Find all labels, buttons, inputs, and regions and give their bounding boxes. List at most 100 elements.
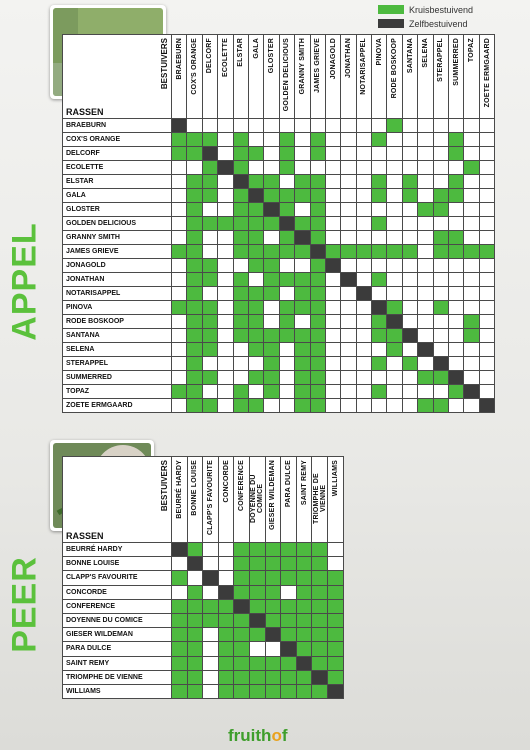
self-pollination-cell bbox=[248, 612, 266, 629]
empty-cell bbox=[324, 160, 342, 175]
empty-cell bbox=[309, 160, 326, 175]
cross-pollination-cell bbox=[263, 286, 280, 301]
cross-pollination-cell bbox=[311, 627, 328, 643]
cross-pollination-cell bbox=[386, 244, 403, 259]
cross-pollination-cell bbox=[326, 570, 344, 586]
cross-pollination-cell bbox=[248, 556, 266, 572]
empty-cell bbox=[340, 118, 357, 133]
cross-pollination-cell bbox=[448, 230, 465, 245]
empty-cell bbox=[263, 230, 280, 245]
cross-pollination-cell bbox=[247, 216, 265, 231]
empty-cell bbox=[217, 398, 234, 413]
cross-pollination-cell bbox=[248, 683, 266, 700]
cross-pollination-cell bbox=[309, 174, 326, 189]
cross-pollination-cell bbox=[247, 202, 265, 217]
empty-cell bbox=[247, 272, 265, 287]
empty-cell bbox=[463, 286, 480, 301]
empty-cell bbox=[201, 230, 219, 245]
cross-pollination-cell bbox=[311, 598, 328, 614]
cross-pollination-cell bbox=[232, 314, 249, 329]
empty-cell bbox=[463, 118, 480, 133]
empty-cell bbox=[463, 230, 480, 245]
cross-pollination-cell bbox=[371, 272, 388, 287]
cross-pollination-cell bbox=[263, 328, 280, 343]
apple-column-header: SANTANA bbox=[401, 34, 419, 119]
empty-cell bbox=[432, 160, 450, 175]
empty-cell bbox=[217, 146, 234, 161]
empty-cell bbox=[278, 118, 296, 133]
pear-row-label: CLAPP'S FAVOURITE bbox=[62, 570, 172, 586]
empty-cell bbox=[324, 300, 342, 315]
pear-corner: BESTUIVERS RASSEN bbox=[62, 456, 172, 543]
apple-column-header: JONATHAN bbox=[340, 34, 357, 119]
pear-row-label: CONFERENCE bbox=[62, 598, 172, 614]
empty-cell bbox=[448, 272, 465, 287]
empty-cell bbox=[432, 314, 450, 329]
cross-pollination-cell bbox=[202, 612, 219, 629]
empty-cell bbox=[432, 132, 450, 147]
apple-row-label: GOLDEN DELICIOUS bbox=[62, 216, 172, 231]
empty-cell bbox=[355, 230, 373, 245]
cross-pollination-cell bbox=[247, 244, 265, 259]
cross-pollination-cell bbox=[186, 641, 204, 657]
pear-row-label: TRIOMPHE DE VIENNE bbox=[62, 669, 172, 685]
empty-cell bbox=[401, 216, 419, 231]
cross-pollination-cell bbox=[263, 216, 280, 231]
empty-cell bbox=[247, 132, 265, 147]
empty-cell bbox=[217, 132, 234, 147]
self-pollination-cell bbox=[309, 244, 326, 259]
empty-cell bbox=[309, 118, 326, 133]
cross-pollination-cell bbox=[355, 244, 373, 259]
cross-pollination-cell bbox=[201, 188, 219, 203]
empty-cell bbox=[202, 669, 219, 685]
cross-pollination-cell bbox=[417, 202, 434, 217]
apple-table-row: TOPAZ bbox=[62, 384, 496, 399]
empty-cell bbox=[401, 230, 419, 245]
apple-column-header: BRAEBURN bbox=[170, 34, 188, 119]
apple-table-row: BRAEBURN bbox=[62, 118, 496, 133]
cross-pollination-cell bbox=[233, 612, 250, 629]
cross-pollination-cell bbox=[448, 244, 465, 259]
empty-cell bbox=[401, 272, 419, 287]
apple-column-header: ECOLETTE bbox=[217, 34, 234, 119]
pear-row-label: CONCORDE bbox=[62, 584, 172, 600]
cross-pollination-cell bbox=[311, 541, 328, 558]
cross-pollination-cell bbox=[247, 328, 265, 343]
empty-cell bbox=[478, 384, 496, 399]
apple-table-row: GOLDEN DELICIOUS bbox=[62, 216, 496, 231]
cross-pollination-cell bbox=[432, 230, 450, 245]
empty-cell bbox=[463, 342, 480, 357]
empty-cell bbox=[326, 556, 344, 572]
cross-pollination-cell bbox=[201, 132, 219, 147]
cross-pollination-cell bbox=[186, 258, 203, 273]
empty-cell bbox=[340, 286, 357, 301]
apple-table-row: ZOETE ERMGAARD bbox=[62, 398, 496, 413]
cross-pollination-cell bbox=[171, 570, 188, 586]
empty-cell bbox=[432, 384, 450, 399]
cross-pollination-cell bbox=[309, 398, 326, 413]
cross-pollination-cell bbox=[232, 300, 249, 315]
pear-table-row: CONFERENCE bbox=[62, 598, 344, 614]
cross-pollination-cell bbox=[232, 216, 249, 231]
empty-cell bbox=[463, 272, 480, 287]
cross-pollination-cell bbox=[309, 202, 326, 217]
cross-pollination-cell bbox=[294, 370, 311, 385]
pear-row-label: WILLIAMS bbox=[62, 683, 172, 700]
cross-pollination-cell bbox=[201, 300, 219, 315]
cross-pollination-cell bbox=[264, 541, 282, 558]
empty-cell bbox=[401, 314, 419, 329]
empty-cell bbox=[355, 314, 373, 329]
empty-cell bbox=[278, 398, 296, 413]
empty-cell bbox=[478, 146, 496, 161]
pear-section-title: PEER bbox=[5, 556, 44, 653]
cross-pollination-cell bbox=[186, 230, 203, 245]
empty-cell bbox=[401, 370, 419, 385]
empty-cell bbox=[448, 342, 465, 357]
cross-pollination-cell bbox=[463, 160, 480, 175]
empty-cell bbox=[171, 556, 188, 572]
empty-cell bbox=[386, 258, 403, 273]
cross-pollination-cell bbox=[295, 598, 313, 614]
apple-column-header: JONAGOLD bbox=[324, 34, 342, 119]
apple-row-label: ZOETE ERMGAARD bbox=[62, 398, 172, 413]
cross-pollination-cell bbox=[263, 258, 280, 273]
